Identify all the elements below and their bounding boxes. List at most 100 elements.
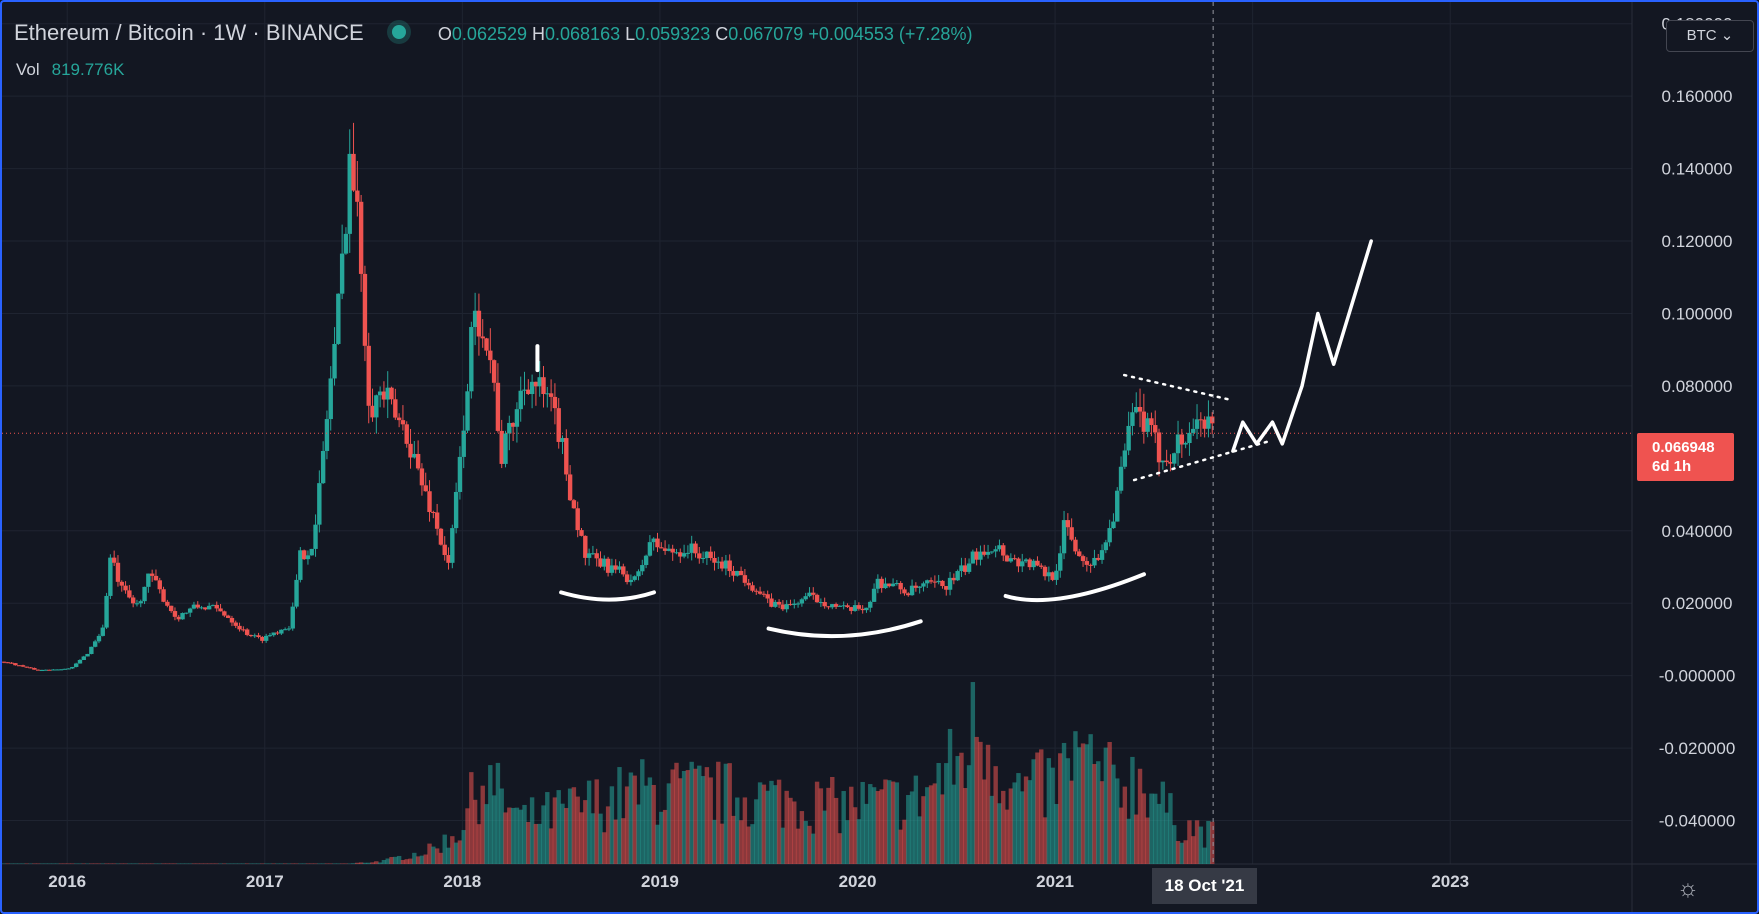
volume-bar	[681, 770, 687, 864]
volume-bar	[621, 818, 626, 864]
change-value: +0.004553 (+7.28%)	[808, 24, 973, 44]
candle-body	[735, 570, 740, 576]
candle-body	[613, 565, 618, 570]
volume-bar	[347, 863, 352, 864]
candle-body	[343, 233, 349, 254]
volume-bar	[814, 781, 820, 864]
candle-body	[431, 512, 436, 514]
candle-body	[925, 580, 930, 584]
volume-bar	[845, 820, 850, 864]
volume-bar	[974, 736, 979, 864]
candle-body	[1096, 557, 1101, 560]
candle-body	[852, 605, 858, 611]
candle-body	[636, 571, 641, 577]
candle-body	[81, 656, 86, 661]
volume-bar	[58, 863, 64, 864]
candle-body	[408, 443, 413, 458]
volume-bar	[142, 863, 147, 864]
candle-body	[214, 604, 219, 609]
volume-bar	[510, 807, 516, 864]
volume-bar	[256, 863, 261, 864]
candle-body	[681, 553, 687, 557]
candle-body	[115, 562, 121, 582]
volume-bar	[1039, 749, 1044, 864]
volume-bar	[472, 799, 478, 864]
volume-bar	[697, 765, 702, 864]
candle-body	[282, 629, 288, 631]
volume-bar	[301, 863, 307, 864]
volume-bar	[389, 857, 394, 864]
volume-bar	[484, 804, 489, 864]
candle-body	[1004, 555, 1010, 562]
volume-bar	[1175, 841, 1181, 864]
volume-bar	[537, 823, 542, 864]
candle-body	[2, 661, 7, 663]
candle-body	[548, 393, 554, 397]
y-tick-label: -0.000000	[1659, 667, 1736, 686]
volume-bar	[651, 784, 656, 864]
candle-body	[594, 553, 599, 559]
symbol-title[interactable]: Ethereum / Bitcoin · 1W · BINANCE	[14, 20, 364, 45]
volume-bar	[51, 863, 56, 864]
candle-body	[195, 604, 200, 608]
volume-bar	[149, 863, 155, 864]
volume-bar	[404, 859, 409, 864]
currency-button[interactable]: BTC ⌄	[1666, 20, 1754, 52]
candle-body	[165, 601, 170, 606]
triangle-lower-line	[1132, 438, 1274, 482]
volume-bar	[381, 860, 387, 864]
candle-body	[640, 565, 645, 572]
candle-body	[134, 603, 140, 605]
volume-bar	[518, 809, 523, 864]
volume-bar	[214, 863, 219, 864]
candle-body	[89, 646, 94, 654]
candle-body	[351, 153, 356, 191]
volume-bar	[370, 862, 375, 864]
volume-bar	[731, 815, 736, 864]
volume-bar	[434, 848, 440, 864]
candle-body	[339, 253, 345, 294]
volume-bar	[271, 863, 276, 864]
candle-body	[659, 547, 664, 549]
volume-bar	[1103, 747, 1109, 864]
volume-bar	[111, 863, 117, 864]
gear-icon[interactable]: ☼	[1677, 875, 1699, 902]
candle-body	[366, 345, 371, 406]
volume-bar	[571, 787, 577, 864]
volume-bar	[533, 823, 539, 864]
candle-body	[997, 545, 1002, 550]
volume-bar	[1191, 836, 1196, 864]
volume-bar	[62, 863, 67, 864]
candle-body	[153, 575, 159, 581]
volume-bar	[769, 780, 774, 864]
candle-body	[693, 543, 698, 554]
volume-bar	[1069, 780, 1074, 864]
volume-bar	[659, 811, 664, 864]
volume-bar	[989, 795, 995, 864]
candle-body	[567, 474, 573, 501]
candle-body	[533, 381, 539, 387]
volume-bar	[757, 782, 763, 864]
volume-bar	[963, 788, 968, 864]
volume-bar	[837, 833, 843, 864]
volume-bar	[320, 863, 326, 864]
volume-bar	[666, 783, 672, 864]
volume-bar	[374, 861, 379, 864]
candle-body	[1141, 411, 1147, 432]
candle-body	[415, 453, 421, 469]
candle-body	[28, 667, 33, 669]
x-tick-label: 2016	[48, 872, 86, 891]
candle-body	[1118, 466, 1124, 491]
candle-body	[537, 377, 542, 387]
triangle-upper-line	[1122, 373, 1235, 402]
volume-bar	[1206, 820, 1211, 864]
candle-body	[963, 565, 968, 572]
volume-bar	[1145, 817, 1150, 864]
volume-bar	[655, 824, 660, 864]
candle-body	[583, 535, 588, 558]
volume-bar	[54, 863, 60, 864]
candle-body	[1156, 432, 1162, 463]
candle-body	[1137, 406, 1143, 412]
volume-bar	[39, 863, 45, 864]
